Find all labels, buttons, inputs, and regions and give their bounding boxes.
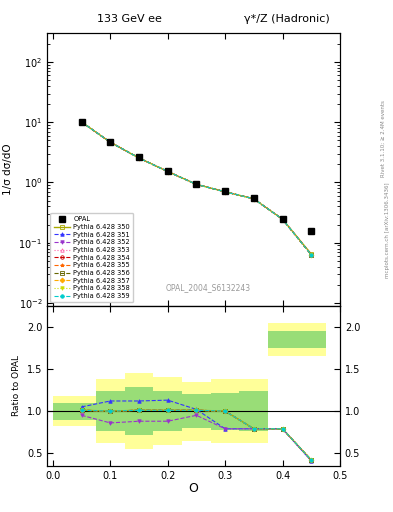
Text: 133 GeV ee: 133 GeV ee: [97, 14, 162, 24]
Text: OPAL_2004_S6132243: OPAL_2004_S6132243: [165, 283, 251, 292]
Y-axis label: Ratio to OPAL: Ratio to OPAL: [12, 355, 21, 416]
Text: Rivet 3.1.10; ≥ 2.4M events: Rivet 3.1.10; ≥ 2.4M events: [381, 100, 386, 177]
Text: mcplots.cern.ch [arXiv:1306.3436]: mcplots.cern.ch [arXiv:1306.3436]: [385, 183, 389, 278]
Y-axis label: 1/σ dσ/dO: 1/σ dσ/dO: [3, 144, 13, 195]
X-axis label: O: O: [189, 482, 198, 495]
Legend: OPAL, Pythia 6.428 350, Pythia 6.428 351, Pythia 6.428 352, Pythia 6.428 353, Py: OPAL, Pythia 6.428 350, Pythia 6.428 351…: [50, 213, 133, 303]
Text: γ*/Z (Hadronic): γ*/Z (Hadronic): [244, 14, 330, 24]
